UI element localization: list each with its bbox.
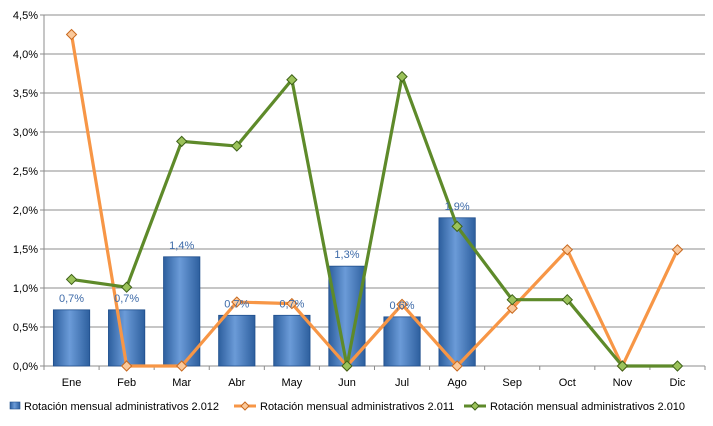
x-tick-label: Dic — [670, 377, 686, 389]
y-tick-label: 4,0% — [13, 49, 38, 61]
line-point — [286, 297, 298, 310]
data-label: 0,6% — [390, 300, 415, 312]
y-tick-label: 0,0% — [13, 361, 38, 373]
legend-label: Rotación mensual administrativos 2.011 — [260, 401, 454, 413]
x-tick-label: Abr — [228, 377, 245, 389]
line-point — [561, 293, 573, 306]
line-point — [506, 302, 518, 314]
data-label: 0,7% — [114, 293, 139, 305]
x-tick-label: Jul — [395, 377, 409, 389]
legend-swatch — [9, 401, 21, 410]
line-point — [451, 220, 463, 233]
y-tick-label: 2,0% — [13, 205, 38, 217]
data-label: 0,7% — [279, 298, 304, 310]
y-tick-label: 0,5% — [13, 322, 38, 334]
data-label: 1,3% — [334, 249, 359, 261]
bar — [218, 314, 256, 367]
data-label: 0,7% — [59, 293, 84, 305]
x-tick-label: May — [281, 377, 302, 389]
line-point — [240, 401, 250, 411]
y-tick-label: 1,0% — [13, 283, 38, 295]
line-point — [65, 273, 78, 286]
y-tick-label: 3,0% — [13, 127, 38, 139]
y-tick-label: 4,5% — [13, 10, 38, 22]
data-labels: 0,7% 0,7% 1,4% 0,7% 0,7% 1,3% 0,6% 1,9% — [59, 201, 470, 312]
series-line — [69, 34, 679, 368]
bar — [383, 316, 421, 367]
line-point — [231, 296, 243, 308]
legend-item: Rotación mensual administrativos 2.010 — [464, 401, 685, 413]
series-line — [71, 75, 678, 368]
x-tick-label: Sep — [502, 377, 522, 389]
line-point — [396, 70, 408, 83]
bar — [52, 309, 91, 367]
bar — [273, 314, 311, 367]
x-tick-label: Mar — [172, 377, 191, 389]
legend-item: Rotación mensual administrativos 2.011 — [234, 401, 454, 413]
line-point — [396, 298, 408, 311]
data-label: 1,9% — [445, 201, 470, 213]
line-point — [65, 28, 78, 41]
x-tick-label: Ene — [62, 377, 82, 389]
line-point — [231, 140, 243, 152]
line-point — [120, 360, 133, 372]
line-point — [176, 135, 188, 148]
axes: 0,0% 0,5% 1,0% 1,5% 2,0% 2,5% 3,0% 3,5% 4,0% 4,5%… — [13, 10, 706, 389]
x-tick-label: Jun — [338, 377, 356, 389]
x-tick-label: Ago — [447, 377, 467, 389]
legend: Rotación mensual administrativos 2.012 Ro… — [9, 401, 685, 413]
line-point — [616, 360, 629, 372]
line-point — [120, 281, 133, 293]
line-point — [286, 74, 298, 86]
bar — [328, 265, 366, 367]
line-point — [470, 401, 480, 411]
legend-label: Rotación mensual administrativos 2.010 — [490, 401, 685, 413]
line-series — [65, 28, 684, 372]
x-tick-label: Feb — [117, 377, 136, 389]
line-point — [341, 360, 353, 372]
bar — [438, 217, 476, 367]
x-tick-label: Oct — [559, 377, 576, 389]
y-tick-label: 3,5% — [13, 88, 38, 100]
line-point — [561, 244, 573, 256]
y-tick-label: 1,5% — [13, 244, 38, 256]
line-point — [451, 360, 463, 372]
line-point — [671, 360, 684, 372]
x-tick-label: Nov — [613, 377, 633, 389]
gridlines — [44, 14, 705, 328]
line-point — [671, 244, 684, 256]
legend-item: Rotación mensual administrativos 2.012 — [9, 401, 219, 413]
data-label: 0,7% — [224, 298, 249, 310]
line-point — [176, 360, 188, 372]
data-label: 1,4% — [169, 240, 194, 252]
legend-label: Rotación mensual administrativos 2.012 — [24, 401, 219, 413]
line-point — [506, 293, 518, 306]
y-tick-label: 2,5% — [13, 166, 38, 178]
